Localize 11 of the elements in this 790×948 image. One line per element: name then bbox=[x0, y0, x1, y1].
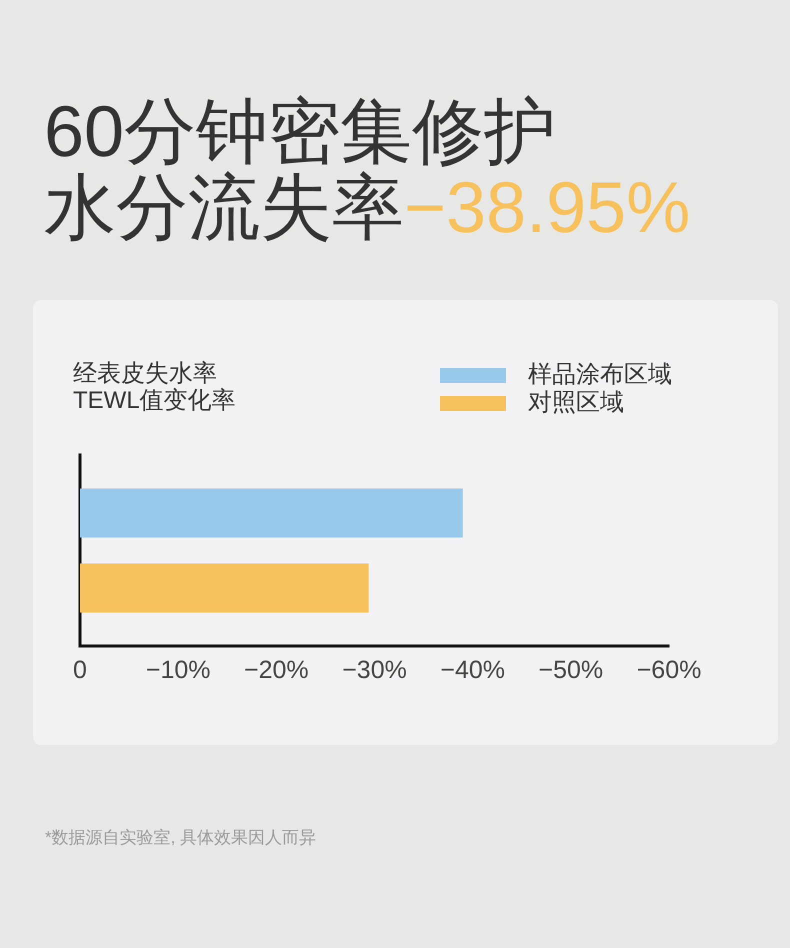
y-axis-title: 经表皮失水率 TEWL值变化率 bbox=[73, 360, 236, 414]
x-tick-label: −10% bbox=[146, 656, 210, 684]
x-tick-label: 0 bbox=[73, 656, 87, 684]
x-tick-label: −30% bbox=[342, 656, 407, 684]
text: *数据源自实验室, 具体效果因人而异 bbox=[45, 827, 316, 848]
x-tick-label: −40% bbox=[440, 656, 505, 684]
x-tick-label: −60% bbox=[636, 656, 702, 684]
legend-label: 对照区域 bbox=[528, 389, 624, 417]
x-tick-label: −20% bbox=[244, 656, 309, 684]
legend-label: 样品涂布区域 bbox=[528, 361, 672, 389]
x-tick-label: −50% bbox=[538, 656, 604, 684]
